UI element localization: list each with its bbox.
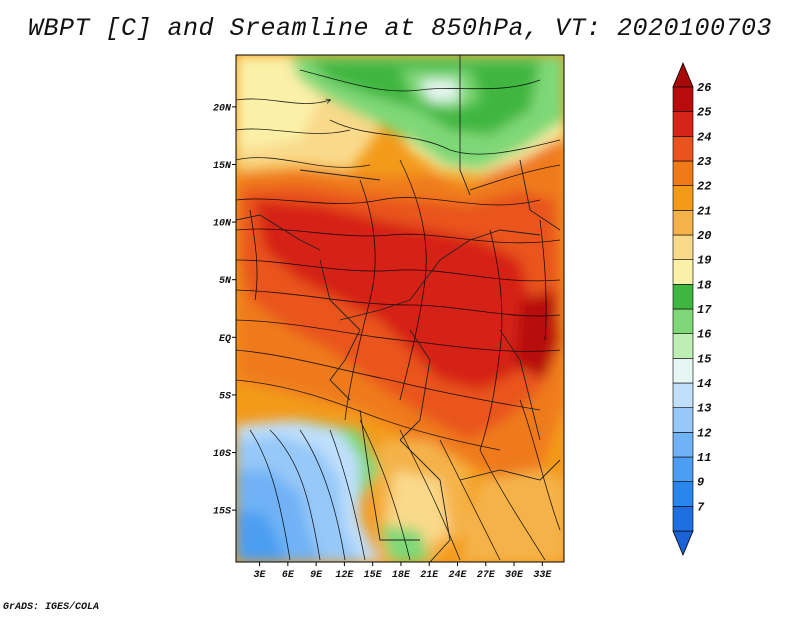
lat-tick-label: 20N [213,103,232,114]
colorbar-label: 22 [697,180,711,194]
colorbar-swatch [672,160,694,186]
longitude-axis: 3E 6E 9E 12E 15E 18E 21E 24E 27E 30E 33E [254,562,552,581]
grads-credit: GrADS: IGES/COLA [3,602,100,613]
lat-tick-label: EQ [219,334,231,345]
map-title: WBPT [C] and Sreamline at 850hPa, VT: 20… [27,14,773,43]
colorbar-label: 24 [697,130,711,144]
colorbar-swatch [672,185,694,211]
lon-tick-label: 6E [282,570,295,581]
colorbar-swatch [672,358,694,384]
wbpt-field [236,55,564,562]
lon-tick-label: 33E [533,570,552,581]
latitude-axis: 20N 15N 10N 5N EQ 5S 10S 15S [213,103,236,518]
colorbar-swatch [672,407,694,433]
lon-tick-label: 21E [420,570,439,581]
colorbar-high-arrow [672,61,694,88]
colorbar-label: 20 [697,229,711,243]
lon-tick-label: 24E [448,570,467,581]
lat-tick-label: 5N [219,276,232,287]
colorbar-label: 11 [697,451,711,465]
colorbar-label: 12 [697,426,711,440]
colorbar-label: 23 [697,155,711,169]
colorbar-label: 15 [697,352,712,366]
lat-tick-label: 10N [213,219,232,230]
lon-tick-label: 15E [364,570,383,581]
lat-tick-label: 5S [219,391,231,402]
colorbar-swatch [672,308,694,334]
lat-tick-label: 15S [213,507,231,518]
colorbar-swatch [672,382,694,408]
colorbar-label: 14 [697,377,711,391]
colorbar-label: 26 [697,81,711,95]
colorbar-label: 13 [697,402,711,416]
colorbar: 7 9 11 12 13 14 15 16 17 18 19 20 21 22 23 24 25 26 [672,61,712,557]
colorbar-label: 16 [697,328,711,342]
colorbar-swatch [672,234,694,260]
colorbar-swatch [672,456,694,482]
colorbar-swatch [672,210,694,236]
colorbar-label: 17 [697,303,712,317]
colorbar-swatch [672,259,694,285]
lon-tick-label: 12E [335,570,354,581]
lon-tick-label: 30E [505,570,524,581]
plot-frame [235,54,565,563]
colorbar-swatch [672,333,694,359]
lon-tick-label: 9E [310,570,323,581]
colorbar-swatch [672,284,694,310]
country-borders [236,55,561,562]
colorbar-label: 18 [697,278,711,292]
colorbar-swatch [672,481,694,507]
lon-tick-label: 3E [254,570,267,581]
colorbar-swatch [672,506,694,532]
colorbar-label: 9 [697,476,704,490]
colorbar-label: 7 [697,500,705,514]
colorbar-swatch [672,111,694,137]
colorbar-label: 21 [697,204,711,218]
colorbar-label: 25 [697,106,712,120]
lat-tick-label: 10S [213,449,231,460]
lon-tick-label: 18E [392,570,411,581]
colorbar-swatch [672,432,694,458]
colorbar-label: 19 [697,254,711,268]
lat-tick-label: 15N [213,161,232,172]
lon-tick-label: 27E [477,570,496,581]
colorbar-low-arrow [672,530,694,557]
colorbar-swatch [672,86,694,112]
colorbar-swatch [672,136,694,162]
